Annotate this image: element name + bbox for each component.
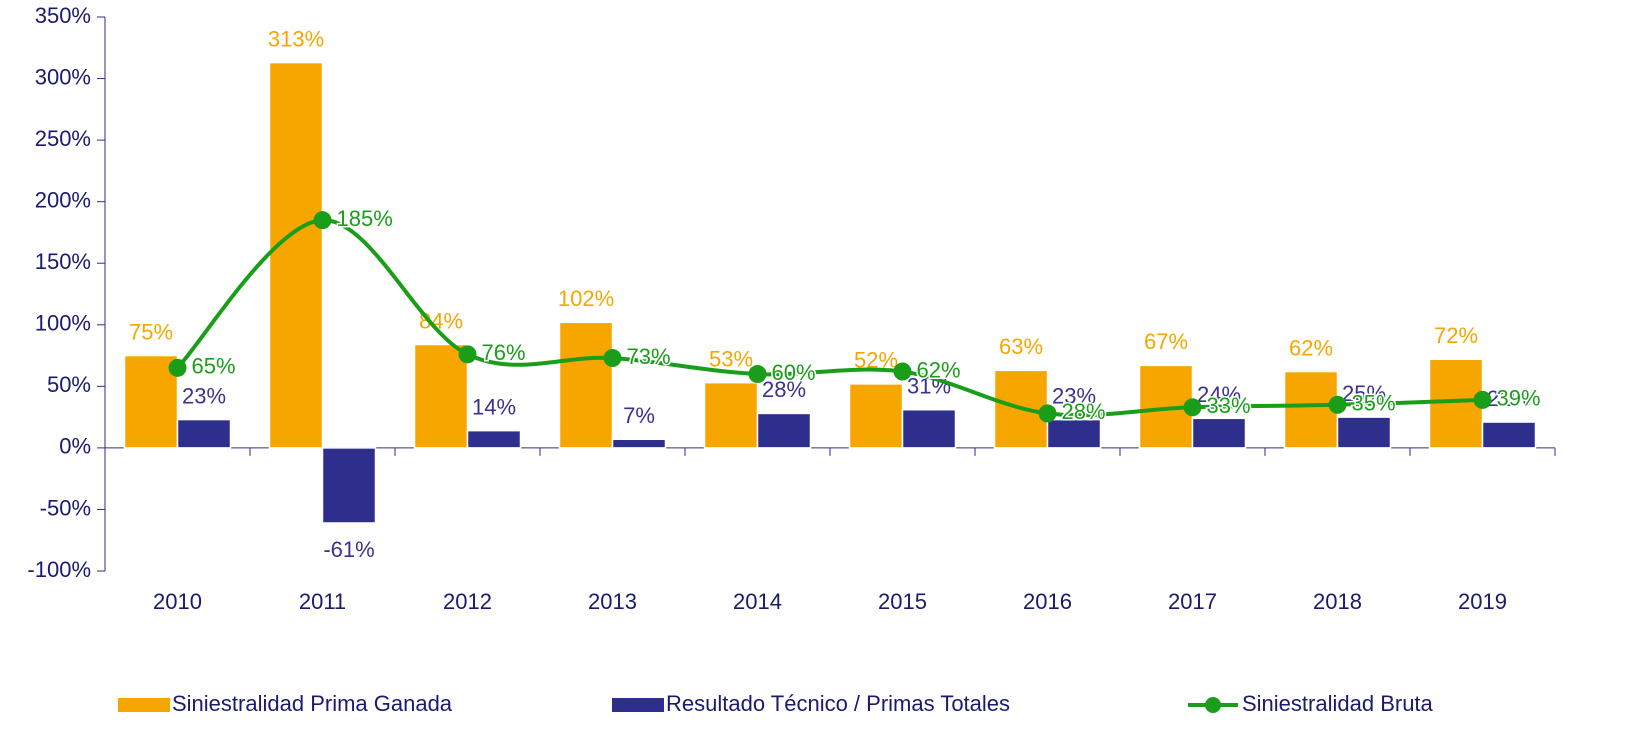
x-tick-label: 2011 <box>299 589 346 614</box>
legend-swatch <box>1205 697 1221 713</box>
legend-swatch <box>612 698 664 712</box>
bar <box>611 438 667 449</box>
data-label: 62% <box>1289 335 1333 360</box>
y-tick-label: -100% <box>27 557 91 582</box>
bar <box>1481 421 1537 449</box>
line <box>176 218 1483 418</box>
data-label: 28% <box>1062 399 1106 424</box>
data-label: 76% <box>482 340 526 365</box>
bar <box>1046 418 1102 449</box>
bar <box>466 429 522 449</box>
data-label: 102% <box>558 286 614 311</box>
x-tick-label: 2016 <box>1023 589 1072 614</box>
data-label: 14% <box>472 394 516 419</box>
line-marker <box>603 349 622 368</box>
line-marker <box>1473 390 1492 409</box>
x-tick-label: 2010 <box>153 589 202 614</box>
bar <box>1191 417 1247 449</box>
data-label: 84% <box>419 308 463 333</box>
line-marker <box>458 345 477 364</box>
data-label: 21% <box>1487 386 1531 411</box>
y-tick-label: 350% <box>35 3 91 28</box>
bar <box>268 61 324 449</box>
line-marker <box>1038 404 1057 423</box>
bar <box>558 321 614 449</box>
legend-label: Siniestralidad Bruta <box>1242 691 1434 716</box>
x-tick-label: 2012 <box>443 589 492 614</box>
data-label: 67% <box>1144 329 1188 354</box>
data-label: 23% <box>1052 383 1096 408</box>
bar <box>1428 358 1484 449</box>
data-label: 75% <box>129 319 173 344</box>
bar <box>703 381 759 449</box>
bar <box>993 369 1049 449</box>
bar <box>1336 416 1392 449</box>
line-marker <box>748 365 767 384</box>
data-label: -61% <box>323 537 374 562</box>
line-marker <box>313 211 332 230</box>
legend-label: Siniestralidad Prima Ganada <box>172 691 453 716</box>
y-tick-label: -50% <box>40 495 91 520</box>
y-tick-label: 150% <box>35 249 91 274</box>
bar <box>321 447 377 524</box>
data-label: 33% <box>1207 393 1251 418</box>
x-tick-label: 2018 <box>1313 589 1362 614</box>
data-label: 24% <box>1197 382 1241 407</box>
bar <box>1283 370 1339 449</box>
data-label: 28% <box>762 377 806 402</box>
data-label: 73% <box>627 344 671 369</box>
data-label: 53% <box>709 346 753 371</box>
data-label: 313% <box>268 26 324 51</box>
line-marker <box>168 358 187 377</box>
data-label: 185% <box>337 206 393 231</box>
data-label: 65% <box>192 354 236 379</box>
bar <box>756 412 812 449</box>
bar <box>123 354 179 449</box>
x-tick-label: 2013 <box>588 589 637 614</box>
line-marker <box>1328 395 1347 414</box>
data-label: 62% <box>917 357 961 382</box>
bar <box>413 343 469 449</box>
bar <box>901 408 957 449</box>
y-tick-label: 300% <box>35 64 91 89</box>
data-label: 63% <box>999 334 1043 359</box>
y-tick-label: 200% <box>35 187 91 212</box>
data-label: 72% <box>1434 323 1478 348</box>
data-label: 7% <box>623 403 655 428</box>
bar <box>176 418 232 449</box>
x-tick-label: 2015 <box>878 589 927 614</box>
y-tick-label: 100% <box>35 311 91 336</box>
data-label: 35% <box>1352 391 1396 416</box>
line-marker <box>1183 398 1202 417</box>
legend-swatch <box>118 698 170 712</box>
y-tick-label: 50% <box>47 372 91 397</box>
data-label: 39% <box>1497 386 1541 411</box>
x-tick-label: 2019 <box>1458 589 1507 614</box>
x-tick-label: 2017 <box>1168 589 1217 614</box>
x-tick-label: 2014 <box>733 589 782 614</box>
line-marker <box>893 362 912 381</box>
y-tick-label: 0% <box>59 434 91 459</box>
y-tick-label: 250% <box>35 126 91 151</box>
data-label: 60% <box>772 360 816 385</box>
data-label: 23% <box>182 383 226 408</box>
bar <box>848 383 904 449</box>
legend-label: Resultado Técnico / Primas Totales <box>666 691 1010 716</box>
